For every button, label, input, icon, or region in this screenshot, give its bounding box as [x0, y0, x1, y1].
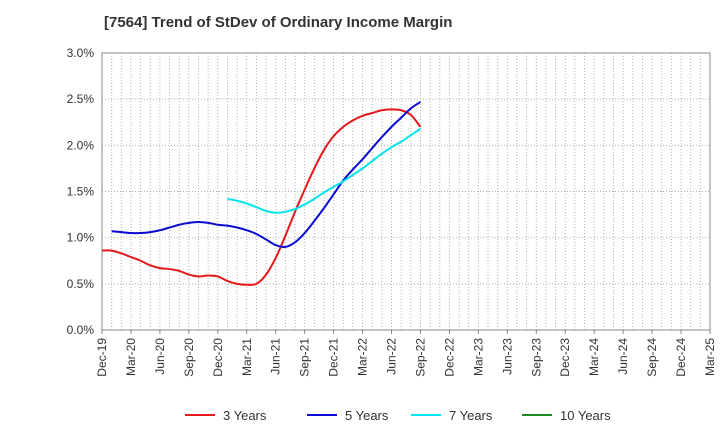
y-tick-label: 0.0% — [67, 323, 95, 337]
series-line-3-years — [101, 108, 422, 286]
series-layer — [101, 101, 422, 286]
grid-layer — [102, 53, 710, 330]
y-tick-label: 1.0% — [67, 231, 95, 245]
x-tick-label: Jun-23 — [500, 338, 514, 375]
x-tick-label: Sep-21 — [298, 338, 312, 377]
x-tick-label: Dec-20 — [211, 338, 225, 377]
x-tick-label: Sep-20 — [182, 338, 196, 377]
chart-title: [7564] Trend of StDev of Ordinary Income… — [104, 14, 453, 31]
x-tick-label: Dec-22 — [442, 338, 456, 377]
axis-layer: 0.0% 0.5% 1.0% 1.5% 2.0% 2.5% 3.0% Dec-19 Mar-20… — [67, 46, 717, 377]
x-tick-label: Jun-20 — [153, 338, 167, 375]
x-tick-label: Jun-22 — [385, 338, 399, 375]
x-tick-label: Jun-24 — [616, 338, 630, 375]
plot-frame — [101, 52, 711, 331]
x-tick-label: Mar-20 — [124, 338, 138, 376]
series-line-5-years — [111, 101, 422, 249]
x-tick-label: Jun-21 — [269, 338, 283, 375]
x-tick-label: Dec-19 — [95, 338, 109, 377]
x-tick-label: Mar-25 — [703, 338, 717, 376]
x-tick-label: Mar-22 — [356, 338, 370, 376]
x-tick-label: Dec-24 — [674, 338, 688, 377]
y-tick-label: 0.5% — [67, 277, 95, 291]
y-tick-label: 2.5% — [67, 92, 95, 106]
x-tick-label: Dec-23 — [558, 338, 572, 377]
x-tick-label: Sep-24 — [645, 338, 659, 377]
legend-label: 5 Years — [345, 408, 389, 423]
legend: 3 Years 5 Years 7 Years 10 Years — [185, 408, 611, 423]
x-tick-label: Dec-21 — [327, 338, 341, 377]
legend-label: 7 Years — [449, 408, 493, 423]
x-tick-label: Mar-24 — [587, 338, 601, 376]
y-tick-label: 3.0% — [67, 46, 95, 60]
y-tick-label: 1.5% — [67, 185, 95, 199]
x-tick-label: Mar-21 — [240, 338, 254, 376]
x-tick-label: Mar-23 — [471, 338, 485, 376]
series-line-7-years — [227, 127, 422, 214]
legend-label: 3 Years — [223, 408, 267, 423]
y-tick-label: 2.0% — [67, 138, 95, 152]
x-tick-label: Sep-23 — [529, 338, 543, 377]
legend-label: 10 Years — [560, 408, 611, 423]
x-tick-label: Sep-22 — [413, 338, 427, 377]
